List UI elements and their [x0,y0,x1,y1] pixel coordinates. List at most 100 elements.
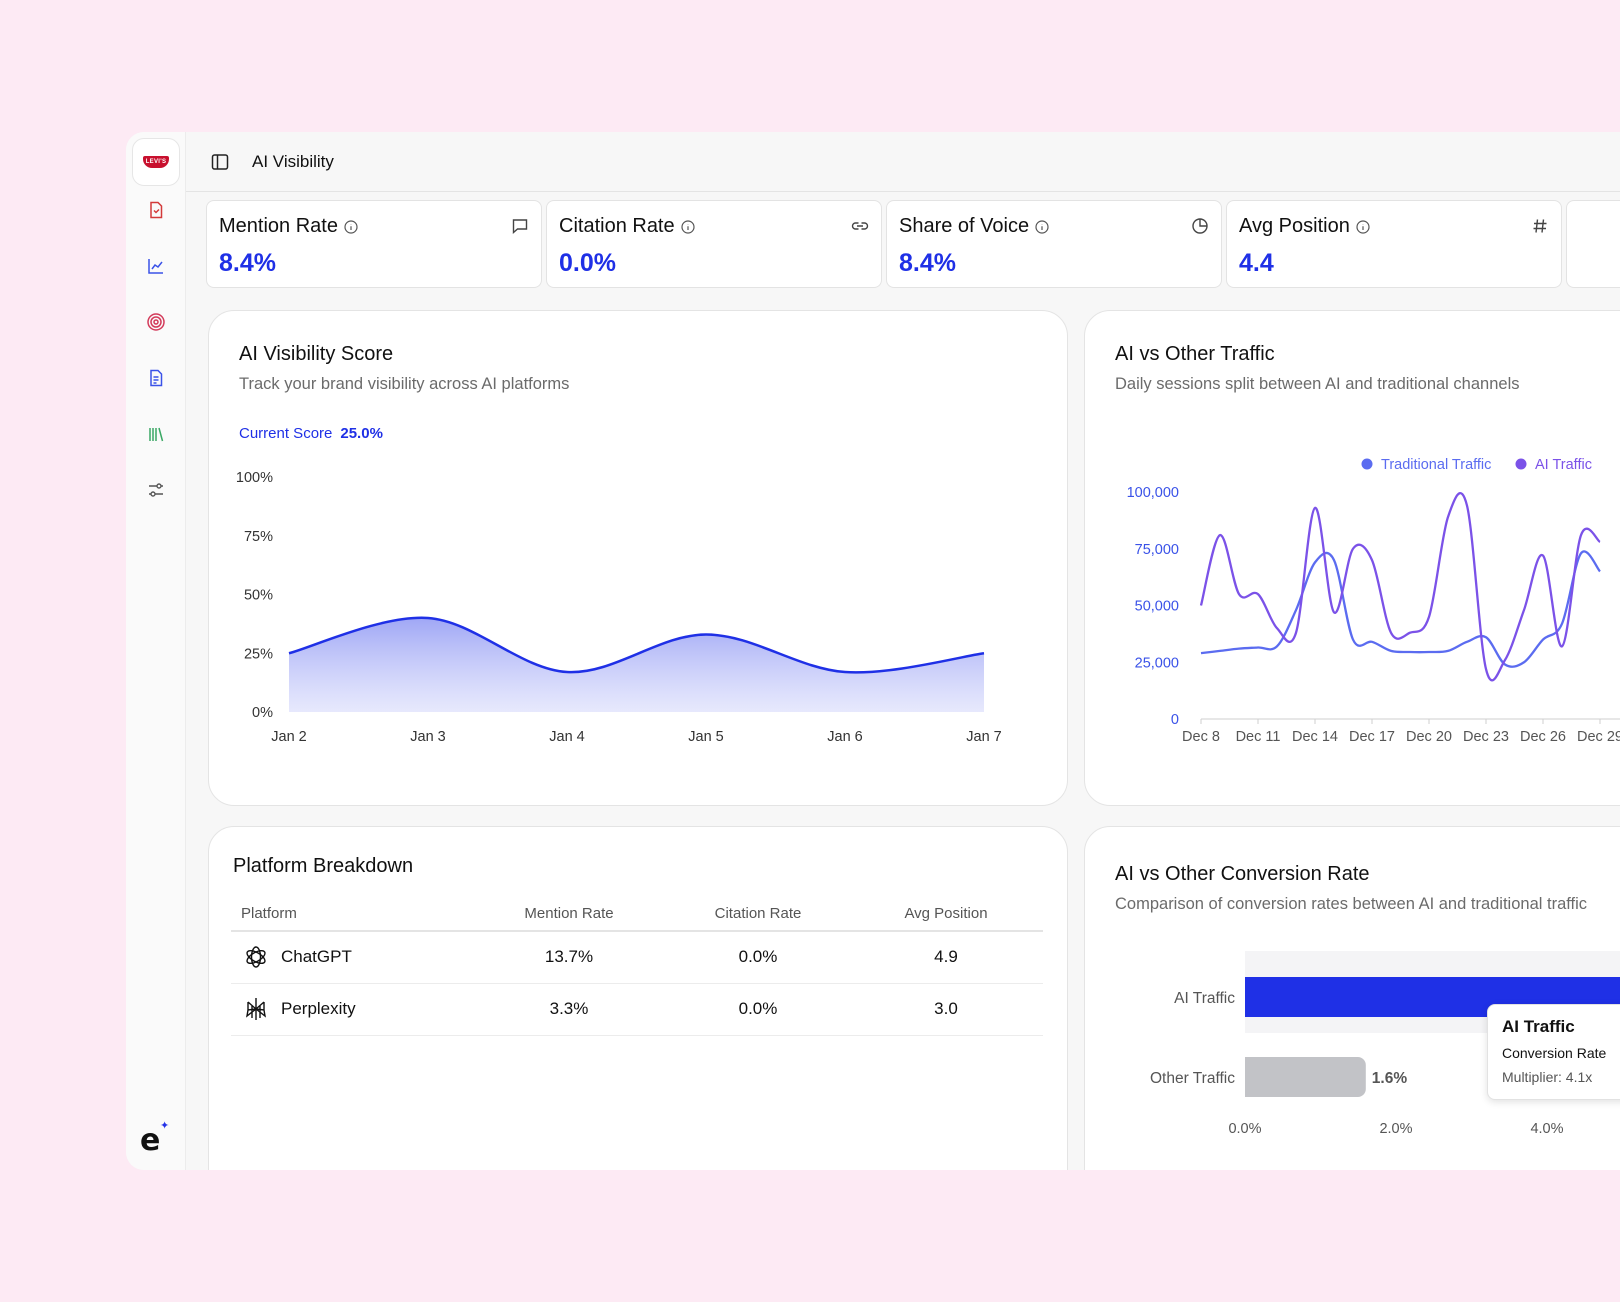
y-tick-label: 0% [252,705,273,721]
y-tick-label: 100,000 [1127,485,1179,501]
mention-rate-cell: 13.7% [471,931,667,984]
y-tick-label: 100% [236,470,273,486]
kpi-card-avg-position: Avg Position 4.4 [1226,200,1562,288]
conversion-card: AI vs Other Conversion Rate Comparison o… [1084,826,1620,1170]
top-bar: AI Visibility [186,132,1620,192]
x-tick-label: Dec 29 [1577,729,1620,745]
traffic-chart: 0 25,000 50,000 75,000 100,000 Dec 8 Dec 11 Dec… [1127,457,1620,745]
kpi-label: Mention Rate [219,215,338,237]
info-icon[interactable] [1356,219,1370,234]
column-header[interactable]: Avg Position [849,897,1043,932]
visibility-score-card: AI Visibility Score Track your brand vis… [208,310,1068,806]
kpi-label: Avg Position [1239,215,1350,237]
pie-icon [1192,218,1208,234]
platform-name: ChatGPT [281,947,352,967]
chatgpt-icon [246,946,266,968]
tooltip-multiplier: Multiplier: 4.1x [1502,1069,1593,1085]
sidebar-toggle-icon[interactable] [210,152,230,172]
chart-tooltip: AI Traffic Conversion Rate Multiplier: 4… [1487,1004,1620,1100]
info-icon[interactable] [1035,219,1049,234]
bar-other-traffic [1245,1057,1366,1097]
info-icon[interactable] [681,219,695,234]
kpi-card-citation-rate: Citation Rate 0.0% [546,200,882,288]
series-line-ai [1199,492,1601,682]
card-subtitle: Comparison of conversion rates between A… [1115,895,1588,913]
y-tick-label: 50% [244,588,273,604]
table-header-row: Platform Mention Rate Citation Rate Avg … [231,897,1043,932]
x-tick-label: Jan 7 [966,729,1001,745]
kpi-label: Share of Voice [899,215,1030,237]
platform-name: Perplexity [281,999,356,1018]
category-label: Other Traffic [1150,1070,1235,1087]
x-tick-label: Jan 5 [688,729,723,745]
y-tick-label: 0 [1171,712,1179,728]
platform-table: Platform Mention Rate Citation Rate Avg … [231,897,1043,1036]
tooltip-conversion-rate: Conversion Rate [1502,1045,1607,1061]
perplexity-icon [246,998,266,1020]
column-header[interactable]: Platform [231,897,471,932]
x-tick-label: Dec 8 [1182,729,1220,745]
sidebar-item-settings[interactable] [126,480,186,500]
y-tick-label: 75% [244,529,273,545]
conversion-chart: AI Traffic Other Traffic 1.6% 0.0% 2.0% 4.0% [1150,951,1620,1137]
score-area [289,617,984,712]
sparkle-icon: ✦ [160,1119,170,1132]
levis-logo: LEVI'S [143,156,169,168]
page-title: AI Visibility [252,151,334,171]
x-tick-label: Jan 4 [549,729,584,745]
legend-label: AI Traffic [1535,457,1592,473]
series-line-traditional [1200,550,1601,668]
citation-rate-cell: 0.0% [667,931,849,984]
table-row[interactable]: ChatGPT 13.7% 0.0% 4.9 [231,931,1043,984]
score-line [288,616,985,674]
card-title: AI vs Other Conversion Rate [1115,863,1370,885]
brand-logo[interactable]: LEVI'S [132,138,180,186]
link-icon [851,222,869,230]
hash-icon [1533,219,1547,233]
card-subtitle: Daily sessions split between AI and trad… [1115,375,1520,393]
sidebar-item-analytics[interactable] [126,256,186,276]
table-row[interactable]: Perplexity 3.3% 0.0% 3.0 [231,983,1043,1036]
sidebar-item-target[interactable] [126,312,186,332]
kpi-card-overflow [1566,200,1620,288]
kpi-card-mention-rate: Mention Rate 8.4% [206,200,542,288]
legend-dot [1361,458,1373,470]
settings-sliders-icon [149,483,163,497]
info-icon[interactable] [344,219,358,234]
card-subtitle: Track your brand visibility across AI pl… [239,375,570,393]
column-header[interactable]: Citation Rate [667,897,849,932]
current-score: Current Score 25.0% [239,425,383,442]
x-tick-label: Dec 17 [1349,729,1395,745]
kpi-label: Citation Rate [559,215,675,237]
kpi-card-share-of-voice: Share of Voice 8.4% [886,200,1222,288]
file-text-icon [150,369,163,387]
platform-breakdown-card: Platform Breakdown Platform Mention Rate… [208,826,1068,1170]
legend-dot [1515,458,1527,470]
y-tick-label: 25% [244,646,273,662]
mention-rate-cell: 3.3% [471,983,667,1036]
current-score-value: 25.0% [340,425,383,442]
bar-value-label: 1.6% [1372,1070,1408,1087]
x-tick-label: Dec 20 [1406,729,1452,745]
sidebar-item-document-alert[interactable] [126,200,186,220]
kpi-value: 4.4 [1239,249,1274,277]
line-chart-icon [148,259,163,274]
citation-rate-cell: 0.0% [667,983,849,1036]
product-logo[interactable]: e ✦ [140,1119,169,1158]
library-icon [149,427,164,442]
chat-bubble-icon [512,219,528,235]
x-tick-label: Dec 26 [1520,729,1566,745]
kpi-value: 8.4% [219,249,276,277]
sidebar-item-library[interactable] [126,424,186,444]
x-tick-label: 2.0% [1379,1121,1412,1137]
sidebar-item-reports[interactable] [126,368,186,388]
x-tick-label: 4.0% [1530,1121,1563,1137]
y-tick-label: 75,000 [1135,542,1179,558]
current-score-label: Current Score [239,425,333,442]
avg-position-cell: 3.0 [849,983,1043,1036]
traffic-card: AI vs Other Traffic Daily sessions split… [1084,310,1620,806]
x-tick-label: Dec 23 [1463,729,1509,745]
column-header[interactable]: Mention Rate [471,897,667,932]
sidebar: LEVI'S e ✦ [126,132,186,1170]
visibility-chart: 0% 25% 50% 75% 100% Jan 2 Jan 3 Jan 4 Jan 5 Jan 6… [236,470,1002,745]
